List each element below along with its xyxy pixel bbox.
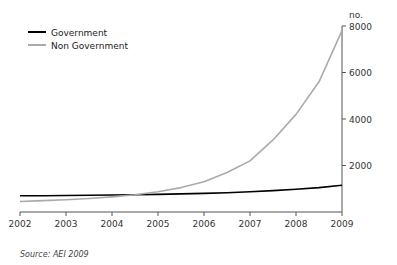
y-tick <box>342 119 346 120</box>
x-tick <box>20 212 21 216</box>
series-line <box>20 31 342 202</box>
x-tick <box>296 212 297 216</box>
x-tick-label: 2002 <box>9 219 32 229</box>
legend-swatch <box>28 44 46 46</box>
x-tick <box>158 212 159 216</box>
y-tick-label: 8000 <box>349 22 372 32</box>
x-tick <box>66 212 67 216</box>
x-tick-label: 2008 <box>285 219 308 229</box>
x-tick-label: 2007 <box>239 219 262 229</box>
legend-swatch <box>28 31 46 33</box>
y-tick-label: 4000 <box>349 115 372 125</box>
x-tick <box>112 212 113 216</box>
x-tick-label: 2003 <box>55 219 78 229</box>
x-tick <box>204 212 205 216</box>
plot-area <box>20 31 342 202</box>
x-tick-label: 2009 <box>331 219 354 229</box>
x-axis-line <box>20 212 342 213</box>
y-tick <box>342 165 346 166</box>
x-tick-label: 2004 <box>101 219 124 229</box>
x-tick-label: 2005 <box>147 219 170 229</box>
source-note: Source: AEI 2009 <box>20 250 89 259</box>
y-axis-label: no. <box>349 10 363 20</box>
y-tick-label: 6000 <box>349 68 372 78</box>
chart: 2002 2003 2004 2005 2006 2007 2008 2009 2000 4000… <box>0 0 397 265</box>
y-tick-label: 2000 <box>349 161 372 171</box>
x-tick <box>342 212 343 216</box>
legend: Government Non Government <box>28 28 128 51</box>
y-tick <box>342 26 346 27</box>
y-tick <box>342 72 346 73</box>
legend-label: Non Government <box>51 41 128 51</box>
legend-label: Government <box>51 28 108 38</box>
x-tick-label: 2006 <box>193 219 216 229</box>
x-tick <box>250 212 251 216</box>
